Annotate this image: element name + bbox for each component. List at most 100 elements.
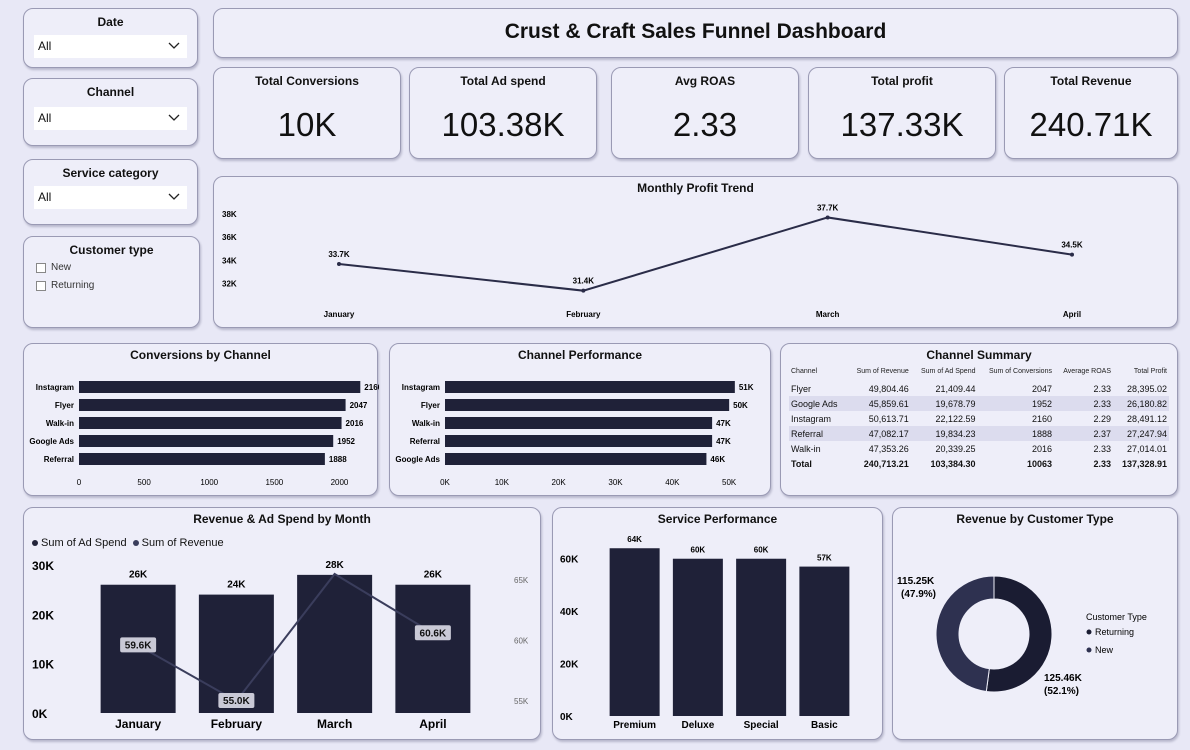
legend-item[interactable]: Sum of Revenue bbox=[132, 537, 224, 549]
table-cell: 2.33 bbox=[1053, 396, 1113, 411]
channel-slicer-label: Channel bbox=[86, 85, 135, 99]
category-label: Walk-in bbox=[412, 419, 440, 428]
kpi-value: 2.33 bbox=[672, 106, 738, 143]
slice-pct: (52.1%) bbox=[1044, 686, 1079, 697]
bar bbox=[79, 381, 361, 393]
conversions-by-channel-chart: Instagram 2160 Flyer 2047 Walk-in 2016 Google … bbox=[29, 381, 379, 487]
table-cell: Walk-in bbox=[791, 443, 821, 454]
bar bbox=[609, 548, 660, 716]
service-category-dropdown[interactable]: All bbox=[34, 186, 187, 209]
data-label: 55.0K bbox=[223, 696, 250, 707]
table-cell: 47,353.26 bbox=[868, 443, 909, 454]
data-label: 28K bbox=[325, 560, 344, 571]
chart-title: Channel Summary bbox=[926, 348, 1032, 362]
kpi-value: 137.33K bbox=[840, 106, 964, 143]
table-cell: 2047 bbox=[1031, 383, 1052, 394]
kpi-value: 240.71K bbox=[1029, 106, 1153, 143]
chart-title: Conversions by Channel bbox=[130, 348, 271, 362]
x-tick-label: 500 bbox=[137, 478, 151, 487]
page-title: Crust & Craft Sales Funnel Dashboard bbox=[504, 20, 887, 43]
data-label: 60K bbox=[754, 546, 769, 555]
data-label-box bbox=[218, 693, 255, 708]
kpi-label: Total profit bbox=[871, 74, 933, 88]
data-point bbox=[337, 261, 341, 266]
table-row: Walk-in 47,353.26 20,339.25 2016 2.33 27… bbox=[789, 441, 1169, 456]
column-header[interactable]: Sum of Revenue bbox=[856, 368, 909, 375]
x-tick-label: 1000 bbox=[200, 478, 218, 487]
legend-dot-icon bbox=[32, 540, 38, 546]
table-cell: 28,491.12 bbox=[1126, 413, 1167, 424]
legend-item[interactable]: Sum of Ad Spend bbox=[32, 537, 127, 549]
table-cell: 20,339.25 bbox=[935, 443, 976, 454]
table-cell: 50,613.71 bbox=[868, 413, 909, 424]
legend-dot-icon bbox=[1086, 629, 1092, 635]
checkbox[interactable] bbox=[36, 262, 46, 273]
channel-dropdown[interactable]: All bbox=[34, 107, 187, 130]
table-cell: 10063 bbox=[1026, 458, 1052, 469]
customer-type-slicer: Customer type New Returning bbox=[23, 236, 200, 328]
table-cell: 240,713.21 bbox=[863, 458, 909, 469]
data-label: 60.6K bbox=[420, 628, 447, 639]
service-category-slicer: Service category All bbox=[23, 159, 198, 225]
column-header[interactable]: Total Profit bbox=[1133, 368, 1167, 375]
table-cell: 47,082.17 bbox=[846, 426, 911, 441]
date-slicer: Date All bbox=[23, 8, 198, 68]
table-cell: 45,859.61 bbox=[846, 396, 911, 411]
category-label: Referral bbox=[410, 437, 440, 446]
customer-type-option-new[interactable]: New bbox=[36, 262, 71, 273]
y-tick-label: 60K bbox=[560, 555, 579, 566]
x-tick-label: February bbox=[566, 310, 601, 319]
data-label: 33.7K bbox=[328, 250, 350, 259]
revenue-customer-donut: 125.46K (52.1%) 115.25K (47.9%) Customer Typ… bbox=[897, 575, 1147, 697]
table-cell: 22,122.59 bbox=[935, 413, 976, 424]
data-label: 1952 bbox=[337, 437, 355, 446]
kpi-value: 10K bbox=[277, 106, 337, 143]
column-header[interactable]: Sum of Conversions bbox=[988, 368, 1052, 375]
data-label-box bbox=[414, 625, 451, 641]
x-tick-label: Deluxe bbox=[681, 720, 714, 731]
x-tick-label: April bbox=[419, 717, 446, 731]
channel-summary-table: Channel Sum of Revenue Sum of Ad Spend S… bbox=[789, 366, 1169, 471]
table-cell: 137,328.91 bbox=[1121, 458, 1167, 469]
donut-slice bbox=[985, 575, 1053, 693]
x-tick-label: April bbox=[1063, 310, 1081, 319]
bar bbox=[445, 453, 707, 465]
category-label: Walk-in bbox=[46, 419, 74, 428]
data-label: 51K bbox=[739, 383, 754, 392]
table-cell: 27,014.01 bbox=[1126, 443, 1167, 454]
legend-dot-icon bbox=[132, 540, 139, 546]
x-tick-label: 0K bbox=[440, 478, 450, 487]
y-tick-label: 32K bbox=[222, 280, 237, 289]
monthly-profit-trend-card: Monthly Profit Trend 32K 34K 36K 38K 33.7K Ja… bbox=[213, 176, 1178, 328]
revenue-adspend-card: Revenue & Ad Spend by Month Sum of Ad Sp… bbox=[23, 507, 541, 740]
slice-pct: (47.9%) bbox=[901, 589, 936, 600]
category-label: Instagram bbox=[36, 383, 74, 392]
revenue-adspend-chart: 0K 10K 20K 30K 55K 60K 65K 26K January 24K Februar… bbox=[32, 559, 529, 731]
y2-tick-label: 55K bbox=[514, 697, 529, 706]
customer-type-slicer-label: Customer type bbox=[69, 243, 154, 257]
table-cell: Referral bbox=[789, 426, 847, 441]
kpi-avg-roas: Avg ROAS 2.33 bbox=[611, 67, 799, 159]
date-dropdown[interactable]: All bbox=[34, 35, 187, 58]
column-header[interactable]: Sum of Ad Spend bbox=[921, 368, 976, 375]
channel-dropdown-value: All bbox=[38, 111, 52, 125]
table-row: Flyer 49,804.46 21,409.44 2047 2.33 28,3… bbox=[789, 381, 1169, 396]
x-tick-label: February bbox=[211, 717, 263, 731]
category-label: Referral bbox=[44, 455, 74, 464]
customer-type-option-returning[interactable]: Returning bbox=[36, 280, 94, 291]
title-card: Crust & Craft Sales Funnel Dashboard bbox=[213, 8, 1178, 58]
column-header[interactable]: Average ROAS bbox=[1063, 368, 1111, 375]
checkbox[interactable] bbox=[36, 280, 46, 291]
chevron-down-icon bbox=[168, 114, 180, 121]
table-row: Referral 47,082.17 19,834.23 1888 2.37 2… bbox=[789, 426, 1169, 441]
x-tick-label: March bbox=[317, 717, 352, 731]
kpi-total-profit: Total profit 137.33K bbox=[808, 67, 996, 159]
bar bbox=[79, 417, 342, 429]
column-header[interactable]: Channel bbox=[791, 368, 818, 375]
table-total-row: Total 240,713.21 103,384.30 10063 2.33 1… bbox=[789, 456, 1169, 471]
y-tick-label: 30K bbox=[32, 559, 54, 573]
data-label: 2160 bbox=[364, 383, 379, 392]
table-cell: 2016 bbox=[1031, 443, 1052, 454]
table-cell: 2160 bbox=[1031, 413, 1052, 424]
chart-title: Channel Performance bbox=[517, 348, 643, 362]
